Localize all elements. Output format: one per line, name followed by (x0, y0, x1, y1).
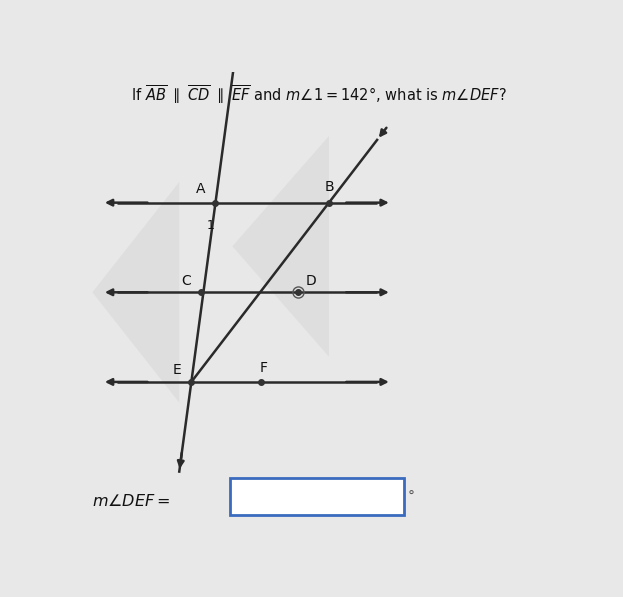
Text: E: E (173, 364, 181, 377)
Text: C: C (182, 274, 191, 288)
Text: 142: 142 (240, 490, 269, 504)
Text: D: D (306, 274, 316, 288)
Text: 1: 1 (207, 219, 214, 232)
Text: $m\angle DEF =$: $m\angle DEF =$ (92, 494, 171, 509)
Polygon shape (92, 182, 179, 402)
FancyBboxPatch shape (230, 478, 404, 515)
Text: A: A (196, 182, 206, 196)
Text: If $\overline{AB}$ $\parallel$ $\overline{CD}$ $\parallel$ $\overline{EF}$ and $: If $\overline{AB}$ $\parallel$ $\overlin… (131, 83, 507, 106)
Text: F: F (260, 361, 268, 375)
Text: °: ° (407, 490, 414, 504)
Polygon shape (232, 136, 329, 356)
Text: B: B (324, 180, 334, 193)
